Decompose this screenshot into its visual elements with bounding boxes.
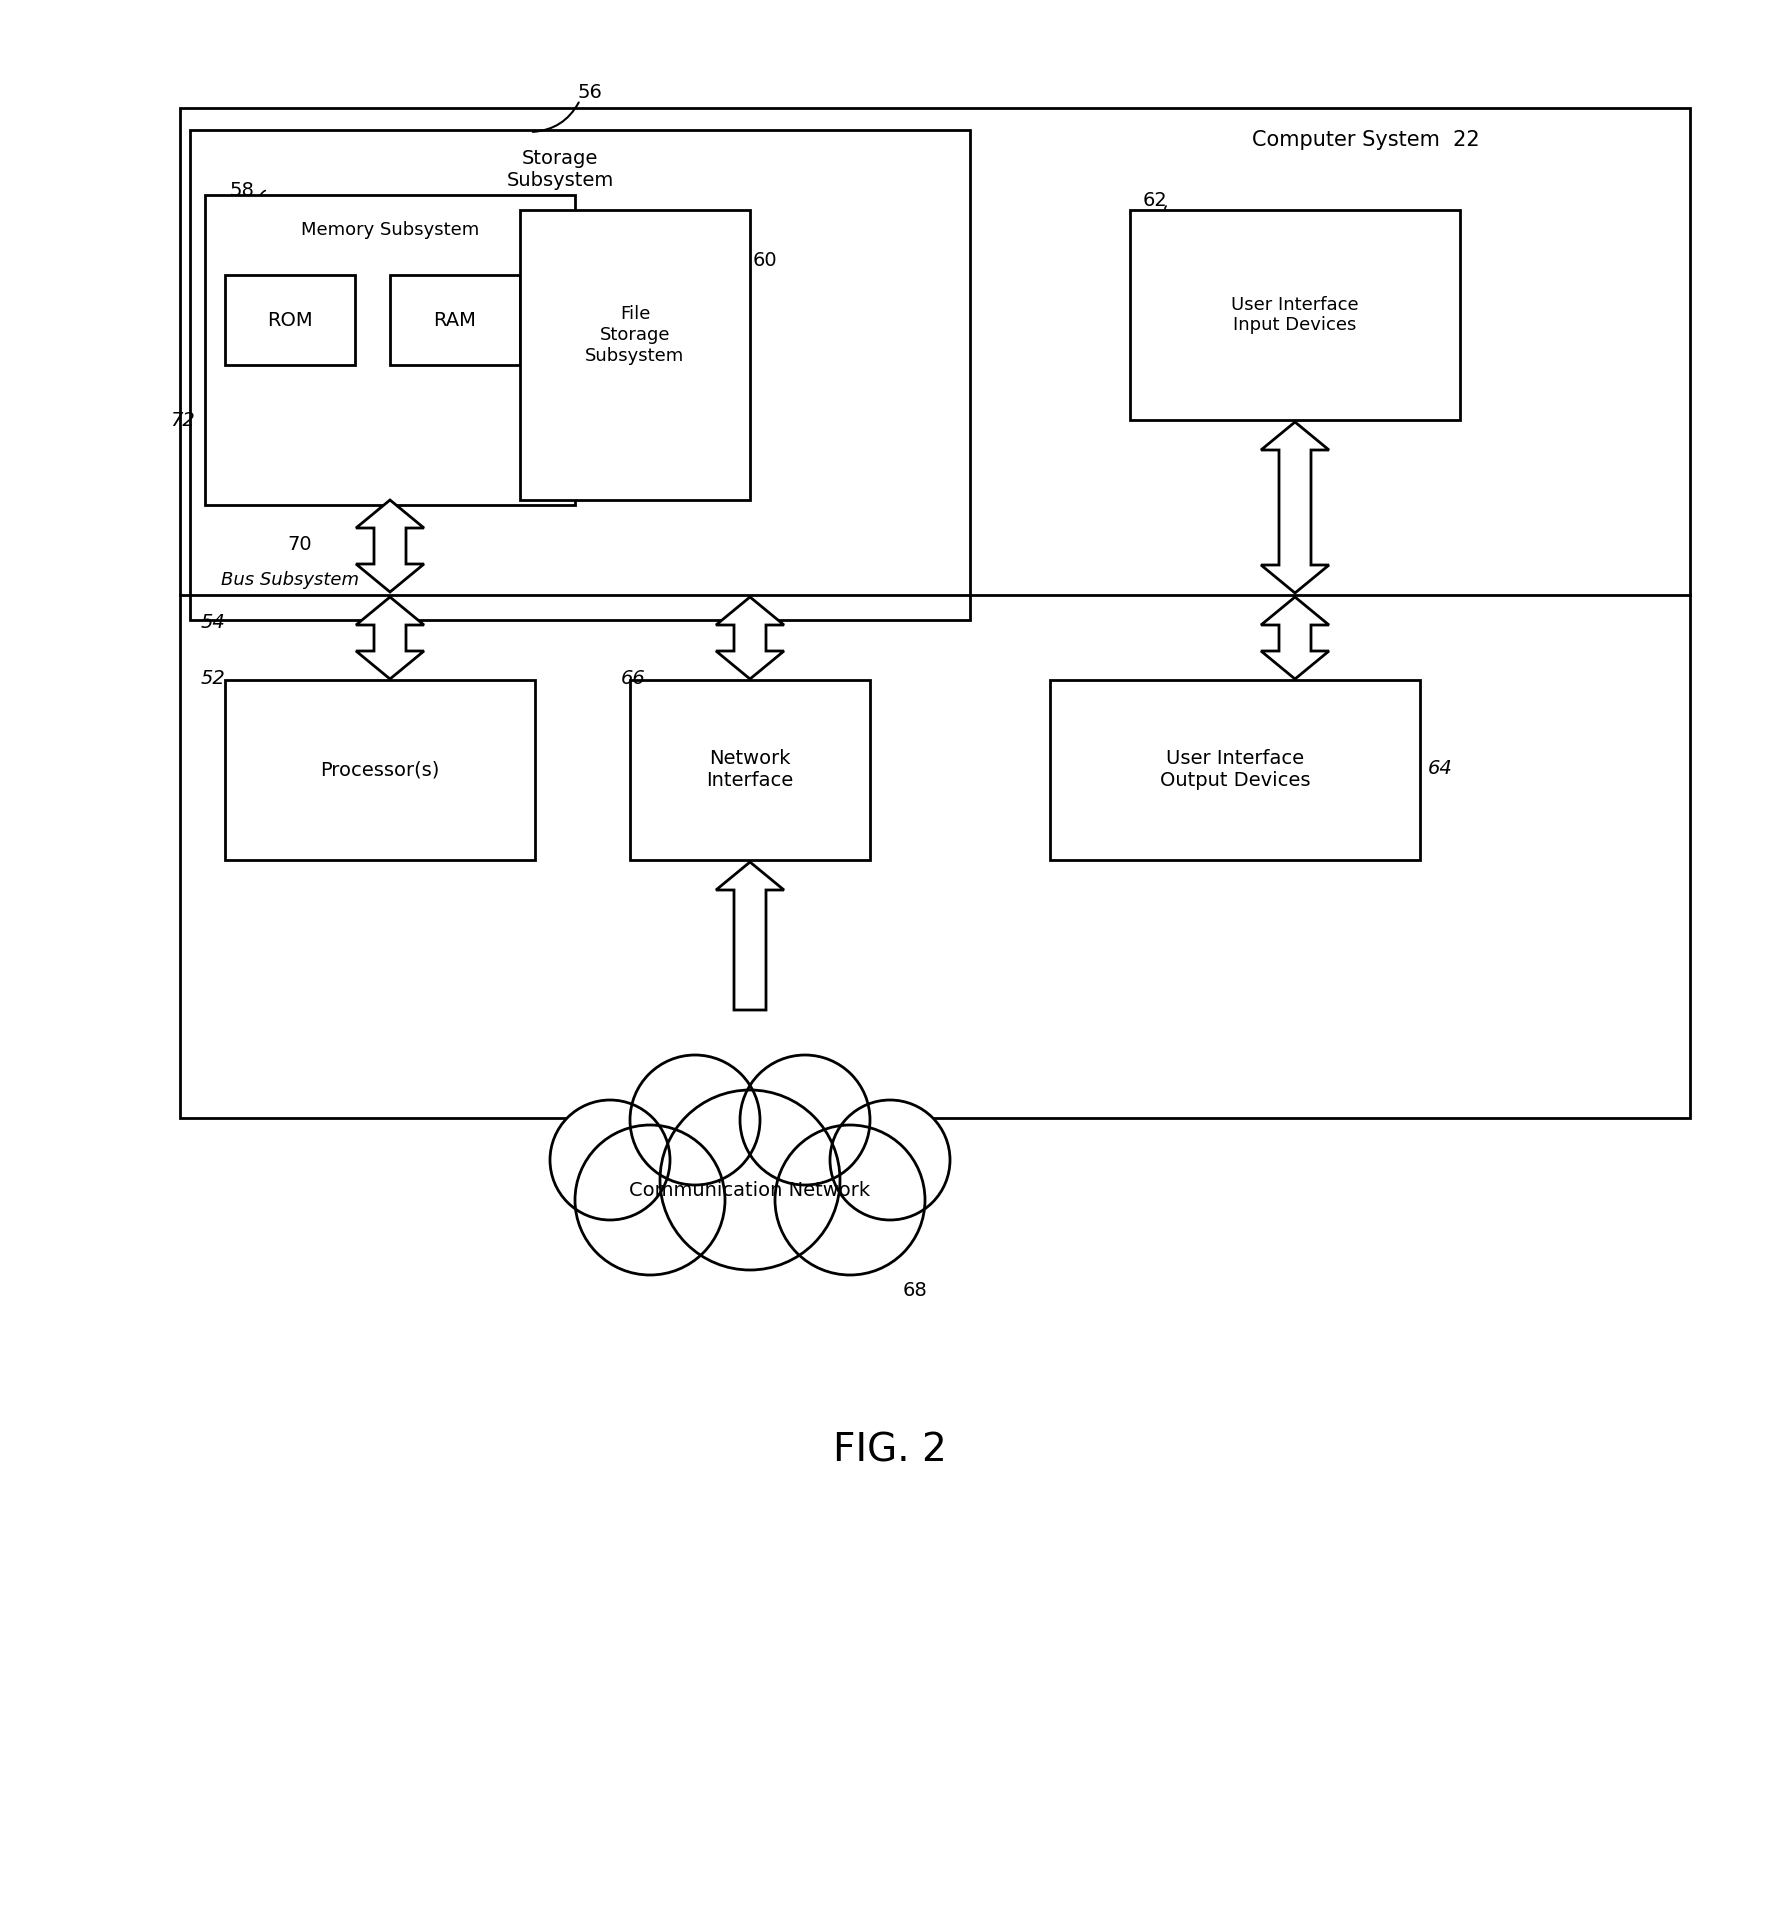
FancyBboxPatch shape (224, 681, 534, 860)
FancyBboxPatch shape (180, 109, 1689, 1118)
Text: ROM: ROM (267, 311, 313, 330)
Polygon shape (1260, 597, 1328, 679)
FancyBboxPatch shape (190, 130, 970, 620)
Text: 62: 62 (1143, 191, 1166, 210)
Text: User Interface
Output Devices: User Interface Output Devices (1159, 749, 1310, 791)
Polygon shape (356, 500, 424, 591)
FancyBboxPatch shape (205, 195, 575, 505)
Text: Network
Interface: Network Interface (707, 749, 794, 791)
Text: 72: 72 (171, 410, 196, 429)
Polygon shape (356, 597, 424, 679)
Text: Storage
Subsystem: Storage Subsystem (506, 149, 614, 191)
Circle shape (660, 1091, 840, 1270)
Polygon shape (716, 597, 783, 679)
Circle shape (630, 1055, 760, 1184)
FancyBboxPatch shape (390, 275, 520, 364)
FancyBboxPatch shape (224, 275, 354, 364)
Text: 64: 64 (1428, 759, 1451, 778)
Text: User Interface
Input Devices: User Interface Input Devices (1230, 296, 1358, 334)
Circle shape (575, 1125, 724, 1276)
Text: File
Storage
Subsystem: File Storage Subsystem (586, 305, 684, 364)
Polygon shape (716, 862, 783, 1011)
Text: 66: 66 (619, 669, 644, 688)
Text: 58: 58 (230, 181, 255, 200)
Polygon shape (1260, 421, 1328, 593)
Text: 70: 70 (288, 536, 312, 555)
Text: Bus Subsystem: Bus Subsystem (221, 570, 360, 589)
Text: 60: 60 (753, 250, 776, 269)
Text: Computer System  22: Computer System 22 (1251, 130, 1479, 151)
FancyBboxPatch shape (630, 681, 869, 860)
Text: FIG. 2: FIG. 2 (833, 1430, 947, 1468)
Text: 54: 54 (201, 612, 226, 631)
Circle shape (739, 1055, 869, 1184)
FancyBboxPatch shape (1050, 681, 1419, 860)
Text: 52: 52 (201, 669, 226, 688)
Text: Communication Network: Communication Network (628, 1180, 870, 1200)
FancyBboxPatch shape (1129, 210, 1460, 420)
Circle shape (774, 1125, 924, 1276)
Text: 56: 56 (577, 84, 602, 103)
Text: 68: 68 (902, 1280, 927, 1299)
Text: Memory Subsystem: Memory Subsystem (301, 221, 479, 238)
FancyBboxPatch shape (520, 210, 749, 500)
Text: RAM: RAM (433, 311, 477, 330)
Text: Processor(s): Processor(s) (320, 761, 440, 780)
Circle shape (550, 1100, 669, 1220)
Circle shape (829, 1100, 949, 1220)
